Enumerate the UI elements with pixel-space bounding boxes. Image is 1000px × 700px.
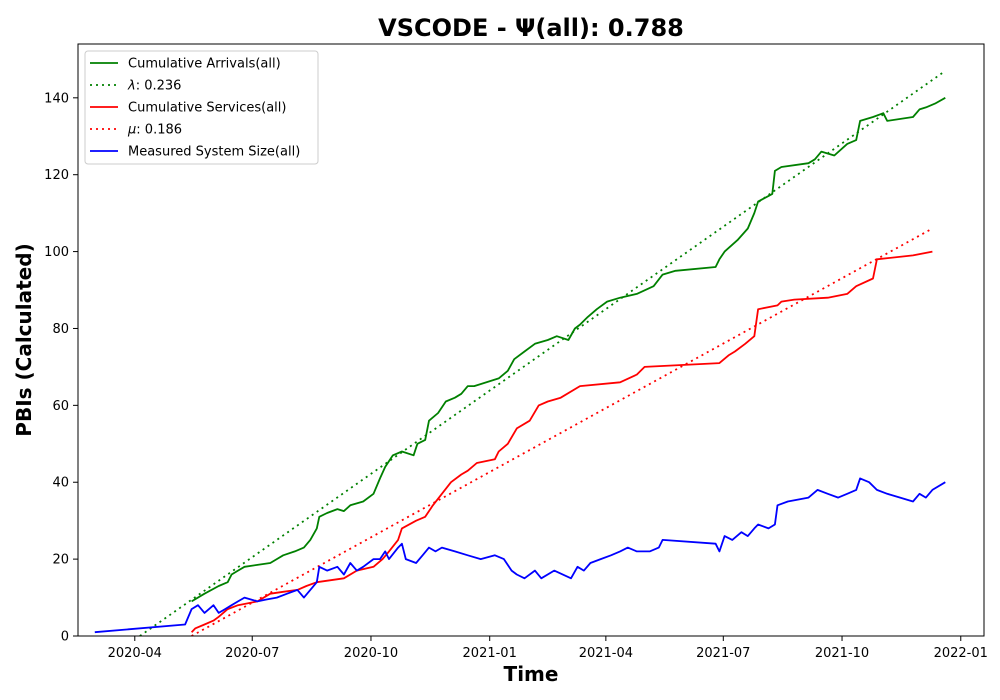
series-line-2 <box>190 250 933 633</box>
x-axis-label: Time <box>504 662 559 686</box>
y-tick-label-3: 60 <box>52 399 69 414</box>
legend-label-1: λ: 0.236 <box>127 79 181 94</box>
x-tick-label-7: 2022-01 <box>934 646 988 661</box>
y-tick-label-5: 100 <box>44 245 69 260</box>
legend-label-3: μ: 0.186 <box>127 123 182 138</box>
y-tick-label-0: 0 <box>61 630 69 645</box>
x-tick-label-0: 2020-04 <box>108 646 162 661</box>
y-tick-label-2: 40 <box>52 476 69 491</box>
x-tick-label-2: 2020-10 <box>344 646 398 661</box>
series-line-1 <box>139 70 946 636</box>
x-tick-label-6: 2021-10 <box>815 646 869 661</box>
x-tick-label-1: 2020-07 <box>225 646 279 661</box>
x-axis-ticks: 2020-04 2020-07 2020-10 2021-01 2021-04 2021-… <box>108 636 988 661</box>
plot-frame <box>77 43 985 637</box>
y-tick-label-4: 80 <box>52 322 69 337</box>
legend-label-4: Measured System Size(all) <box>128 145 300 160</box>
x-tick-label-5: 2021-07 <box>696 646 750 661</box>
x-tick-label-3: 2021-01 <box>463 646 517 661</box>
legend-box <box>84 50 319 165</box>
y-tick-label-7: 140 <box>44 91 69 106</box>
plot-area <box>94 70 946 636</box>
series-layer <box>94 70 946 636</box>
y-tick-label-1: 20 <box>52 553 69 568</box>
legend-label-0: Cumulative Arrivals(all) <box>128 57 281 72</box>
x-tick-label-4: 2021-04 <box>579 646 633 661</box>
series-line-0 <box>191 97 946 603</box>
y-tick-label-6: 120 <box>44 168 69 183</box>
series-line-4 <box>94 477 946 634</box>
y-axis-label: PBIs (Calculated) <box>12 243 36 436</box>
legend-label-2: Cumulative Services(all) <box>128 101 286 116</box>
legend: Cumulative Arrivals(all) λ: 0.236 Cumulati… <box>84 50 319 165</box>
y-axis-ticks: 0 20 40 60 80 100 120 140 <box>44 91 78 645</box>
chart-title: VSCODE - Ψ(all): 0.788 <box>378 14 684 42</box>
